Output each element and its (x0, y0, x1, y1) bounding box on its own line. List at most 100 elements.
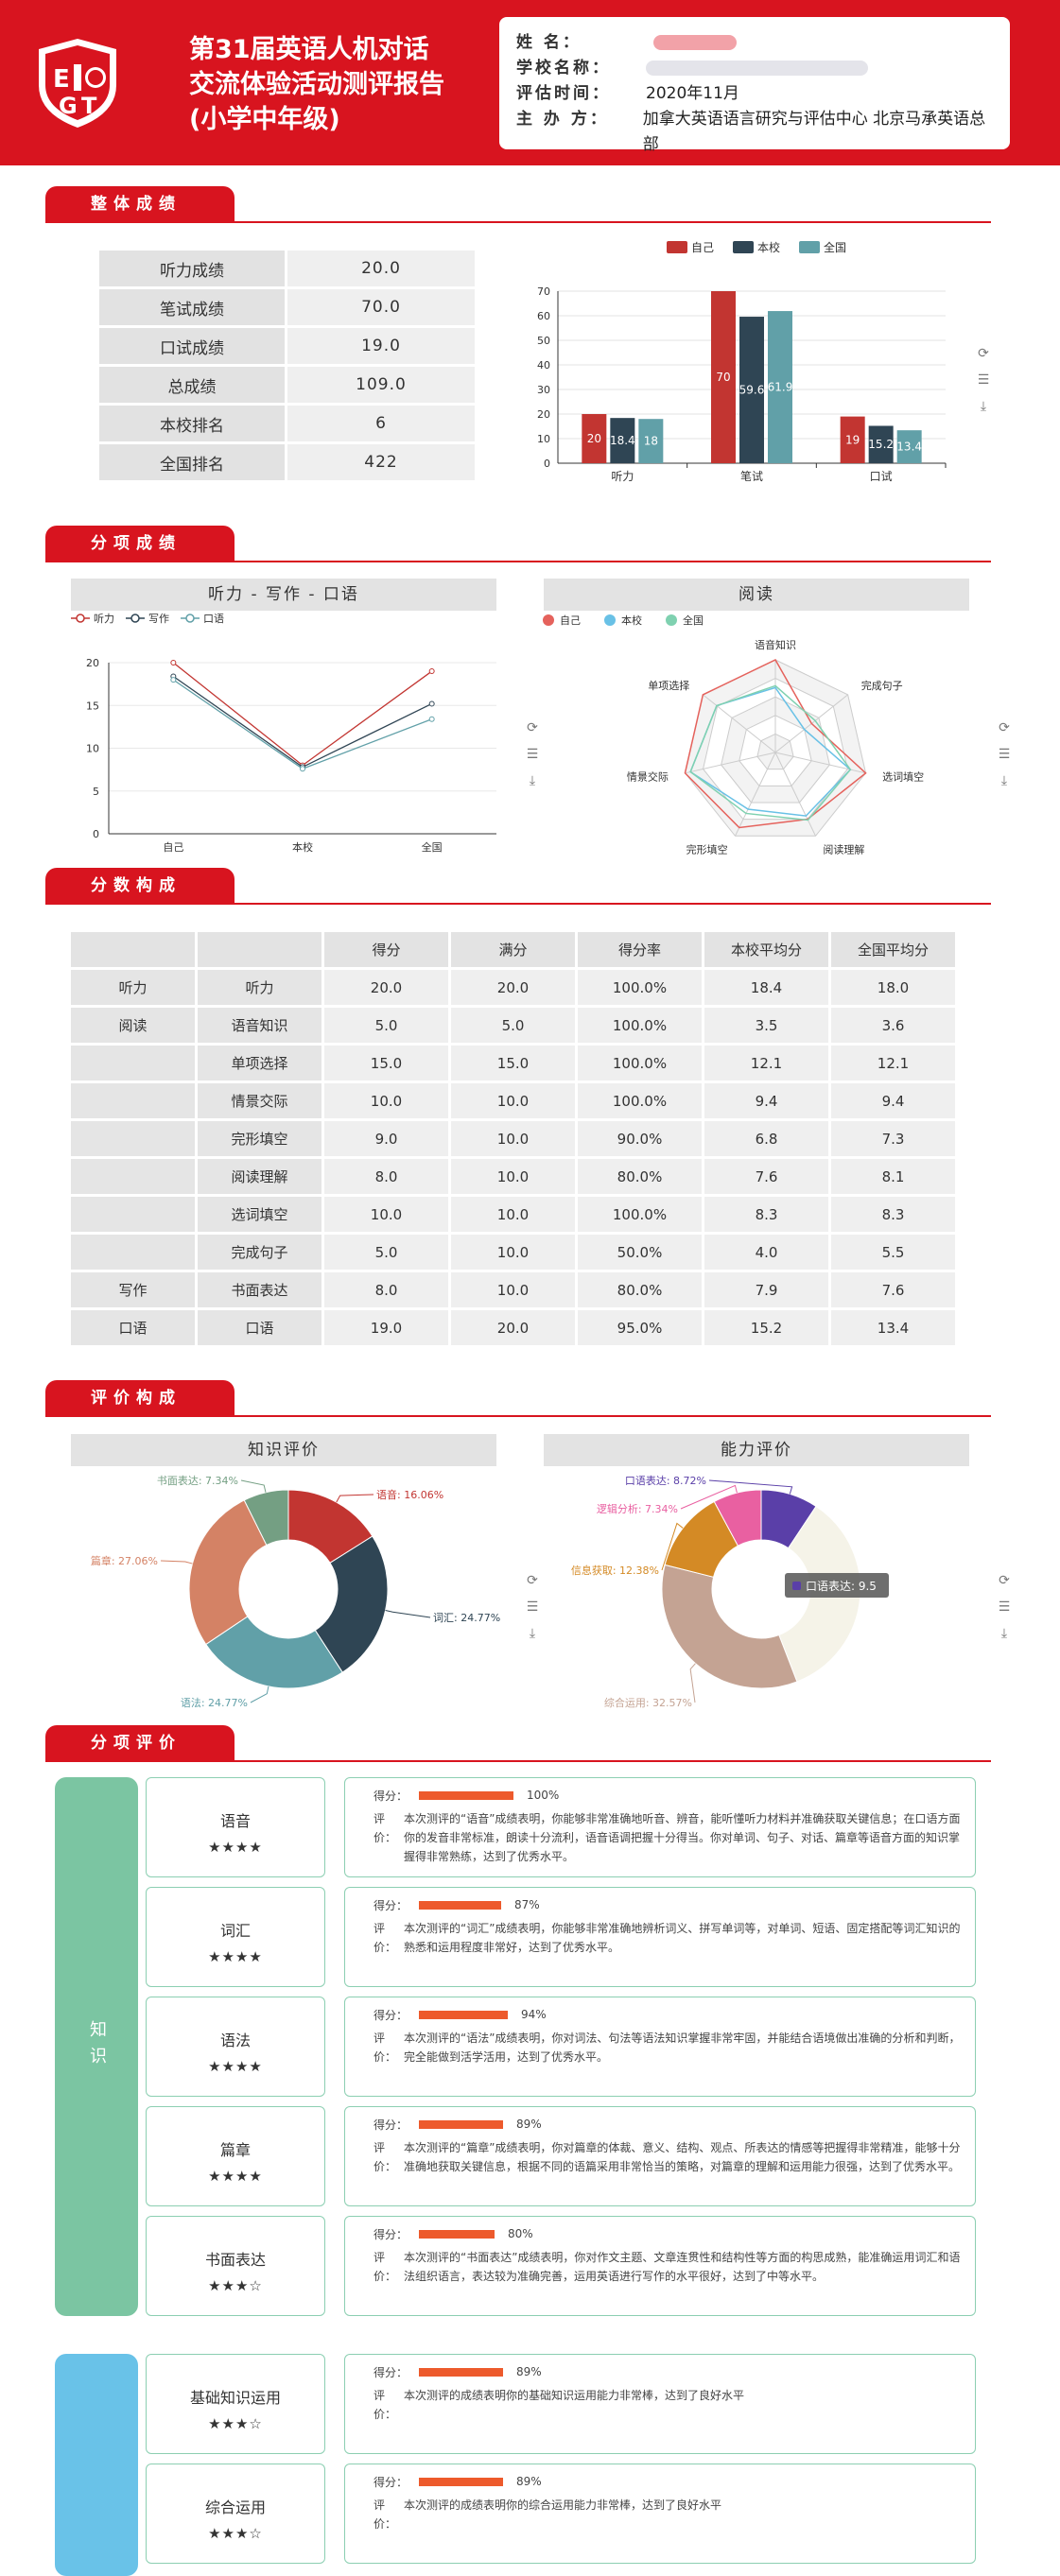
legend-marker (130, 614, 140, 623)
data-cell: 10.0 (451, 1235, 575, 1270)
data-cell (71, 1159, 195, 1194)
item-name-card: 语音 ★★★★ (146, 1777, 325, 1877)
x-tick-label: 笔试 (740, 469, 763, 483)
y-tick-label: 10 (537, 433, 550, 445)
category-bar (55, 2354, 138, 2576)
radar-indicator-label: 完成句子 (861, 679, 903, 692)
data-view-icon[interactable]: ☰ (977, 372, 990, 388)
legend-marker (604, 614, 616, 626)
table-row: 口试成绩 19.0 (99, 328, 475, 364)
chart-toolbox: ⟳ ☰ ⤓ (995, 1567, 1014, 1647)
table-row: 听力 听力 20.0 20.0 100.0% 18.4 18.0 (71, 970, 955, 1005)
info-label: 主 办 方： (516, 110, 609, 129)
item-name: 词汇 (219, 1922, 251, 1940)
pie-label-line (385, 1610, 431, 1618)
data-cell: 18.4 (704, 970, 828, 1005)
score-label: 得分： (374, 2008, 408, 2022)
series-line (172, 662, 433, 767)
x-tick-label: 听力 (611, 470, 634, 483)
download-icon[interactable]: ⤓ (1000, 773, 1008, 788)
score-label: 得分： (374, 2118, 408, 2132)
data-cell: 10.0 (451, 1121, 575, 1156)
table-row: 听力成绩 20.0 (99, 251, 475, 286)
data-cell: 10.0 (324, 1197, 448, 1232)
score-value: 100% (527, 1789, 560, 1802)
data-cell: 10.0 (324, 1083, 448, 1118)
egti-logo: E G T (39, 39, 116, 128)
restore-icon[interactable]: ⟳ (999, 720, 1010, 735)
data-cell (71, 1197, 195, 1232)
data-point (428, 716, 435, 722)
item-name: 语音 (219, 1812, 251, 1830)
comment-text: 本次测评的成绩表明你的综合运用能力非常棒，达到了良好水平 (404, 2498, 722, 2512)
table-row: 总成绩 109.0 (99, 367, 475, 403)
item-stars: ★★★★ (208, 1839, 263, 1856)
y-tick-label: 70 (537, 285, 550, 298)
item-stars: ★★★☆ (208, 2277, 263, 2294)
data-cell: 3.6 (831, 1008, 955, 1043)
data-cell: 18.0 (831, 970, 955, 1005)
restore-icon[interactable]: ⟳ (999, 1573, 1010, 1588)
pie-slice (243, 1489, 289, 1547)
pie-slice (205, 1616, 343, 1689)
table-row: 阅读 语音知识 5.0 5.0 100.0% 3.5 3.6 (71, 1008, 955, 1043)
pie-slice (661, 1564, 798, 1689)
table-row: 口语 口语 19.0 20.0 95.0% 15.2 13.4 (71, 1310, 955, 1345)
legend-label: 本校 (757, 240, 780, 254)
section-composition: 分数构成 (45, 868, 991, 908)
info-row-date: 评估时间： 2020年11月 (516, 81, 993, 107)
comment-label: 评价： (374, 1812, 397, 1844)
chart-toolbox: ⟳ ☰ ⤓ (523, 1567, 542, 1647)
ability-pie-title: 能力评价 (544, 1434, 969, 1466)
score-bar (419, 1900, 502, 1910)
title-line-2: 交流体验活动测评报告 (189, 70, 444, 99)
comment-label: 评价： (374, 2389, 397, 2421)
score-label: 笔试成绩 (99, 289, 285, 325)
download-icon[interactable]: ⤓ (529, 773, 536, 788)
data-cell: 阅读理解 (198, 1159, 321, 1194)
score-label: 得分： (374, 2365, 408, 2379)
legend-label: 口语 (203, 613, 224, 625)
download-icon[interactable]: ⤓ (529, 1626, 536, 1641)
data-cell: 9.0 (324, 1121, 448, 1156)
radar-series (689, 684, 852, 821)
legend-label: 自己 (691, 241, 714, 254)
item-name-card: 基础知识运用 ★★★☆ (146, 2354, 325, 2454)
section-title: 分项评价 (45, 1725, 235, 1761)
item-stars: ★★★☆ (208, 2415, 263, 2432)
legend-label: 自己 (560, 614, 581, 627)
comment-row: 评价： 本次测评的“语音”成绩表明，你能够非常准确地听音、辨音，能听懂听力材料并准… (374, 1809, 962, 1866)
bar-data-label: 70 (716, 371, 730, 384)
y-tick-label: 20 (537, 408, 550, 421)
comment-row: 评价： 本次测评的成绩表明你的基础知识运用能力非常棒，达到了良好水平 (374, 2386, 962, 2424)
data-cell: 7.6 (831, 1272, 955, 1307)
score-label: 本校排名 (99, 406, 285, 441)
bar-data-label: 61.9 (768, 381, 793, 394)
data-view-icon[interactable]: ☰ (526, 1599, 539, 1615)
comment-text: 本次测评的“语法”成绩表明，你对词法、句法等语法知识掌握非常牢固，并能结合语境做… (404, 2031, 961, 2064)
data-view-icon[interactable]: ☰ (998, 1599, 1011, 1615)
comment-text: 本次测评的“书面表达”成绩表明，你对作文主题、文章连贯性和结构性等方面的构思成熟… (404, 2251, 961, 2283)
section-evaluation: 评价构成 (45, 1380, 991, 1420)
legend-marker (185, 614, 195, 623)
score-bar (419, 2119, 504, 2129)
score-row: 得分： 89% (374, 2117, 962, 2132)
restore-icon[interactable]: ⟳ (527, 720, 538, 735)
info-value: 2020年11月 (646, 84, 739, 103)
data-cell: 20.0 (451, 1310, 575, 1345)
restore-icon[interactable]: ⟳ (978, 346, 989, 361)
data-view-icon[interactable]: ☰ (998, 747, 1011, 762)
score-row: 得分： 89% (374, 2474, 962, 2489)
download-icon[interactable]: ⤓ (1000, 1626, 1008, 1641)
data-view-icon[interactable]: ☰ (526, 747, 539, 762)
item-stars: ★★★★ (208, 2168, 263, 2185)
section-title: 分数构成 (45, 868, 235, 904)
bar (768, 311, 792, 463)
score-label: 听力成绩 (99, 251, 285, 286)
header-cell: 得分 (324, 932, 448, 967)
bar-data-label: 59.6 (739, 384, 765, 397)
restore-icon[interactable]: ⟳ (527, 1573, 538, 1588)
item-name: 语法 (219, 2031, 251, 2049)
download-icon[interactable]: ⤓ (980, 399, 987, 414)
